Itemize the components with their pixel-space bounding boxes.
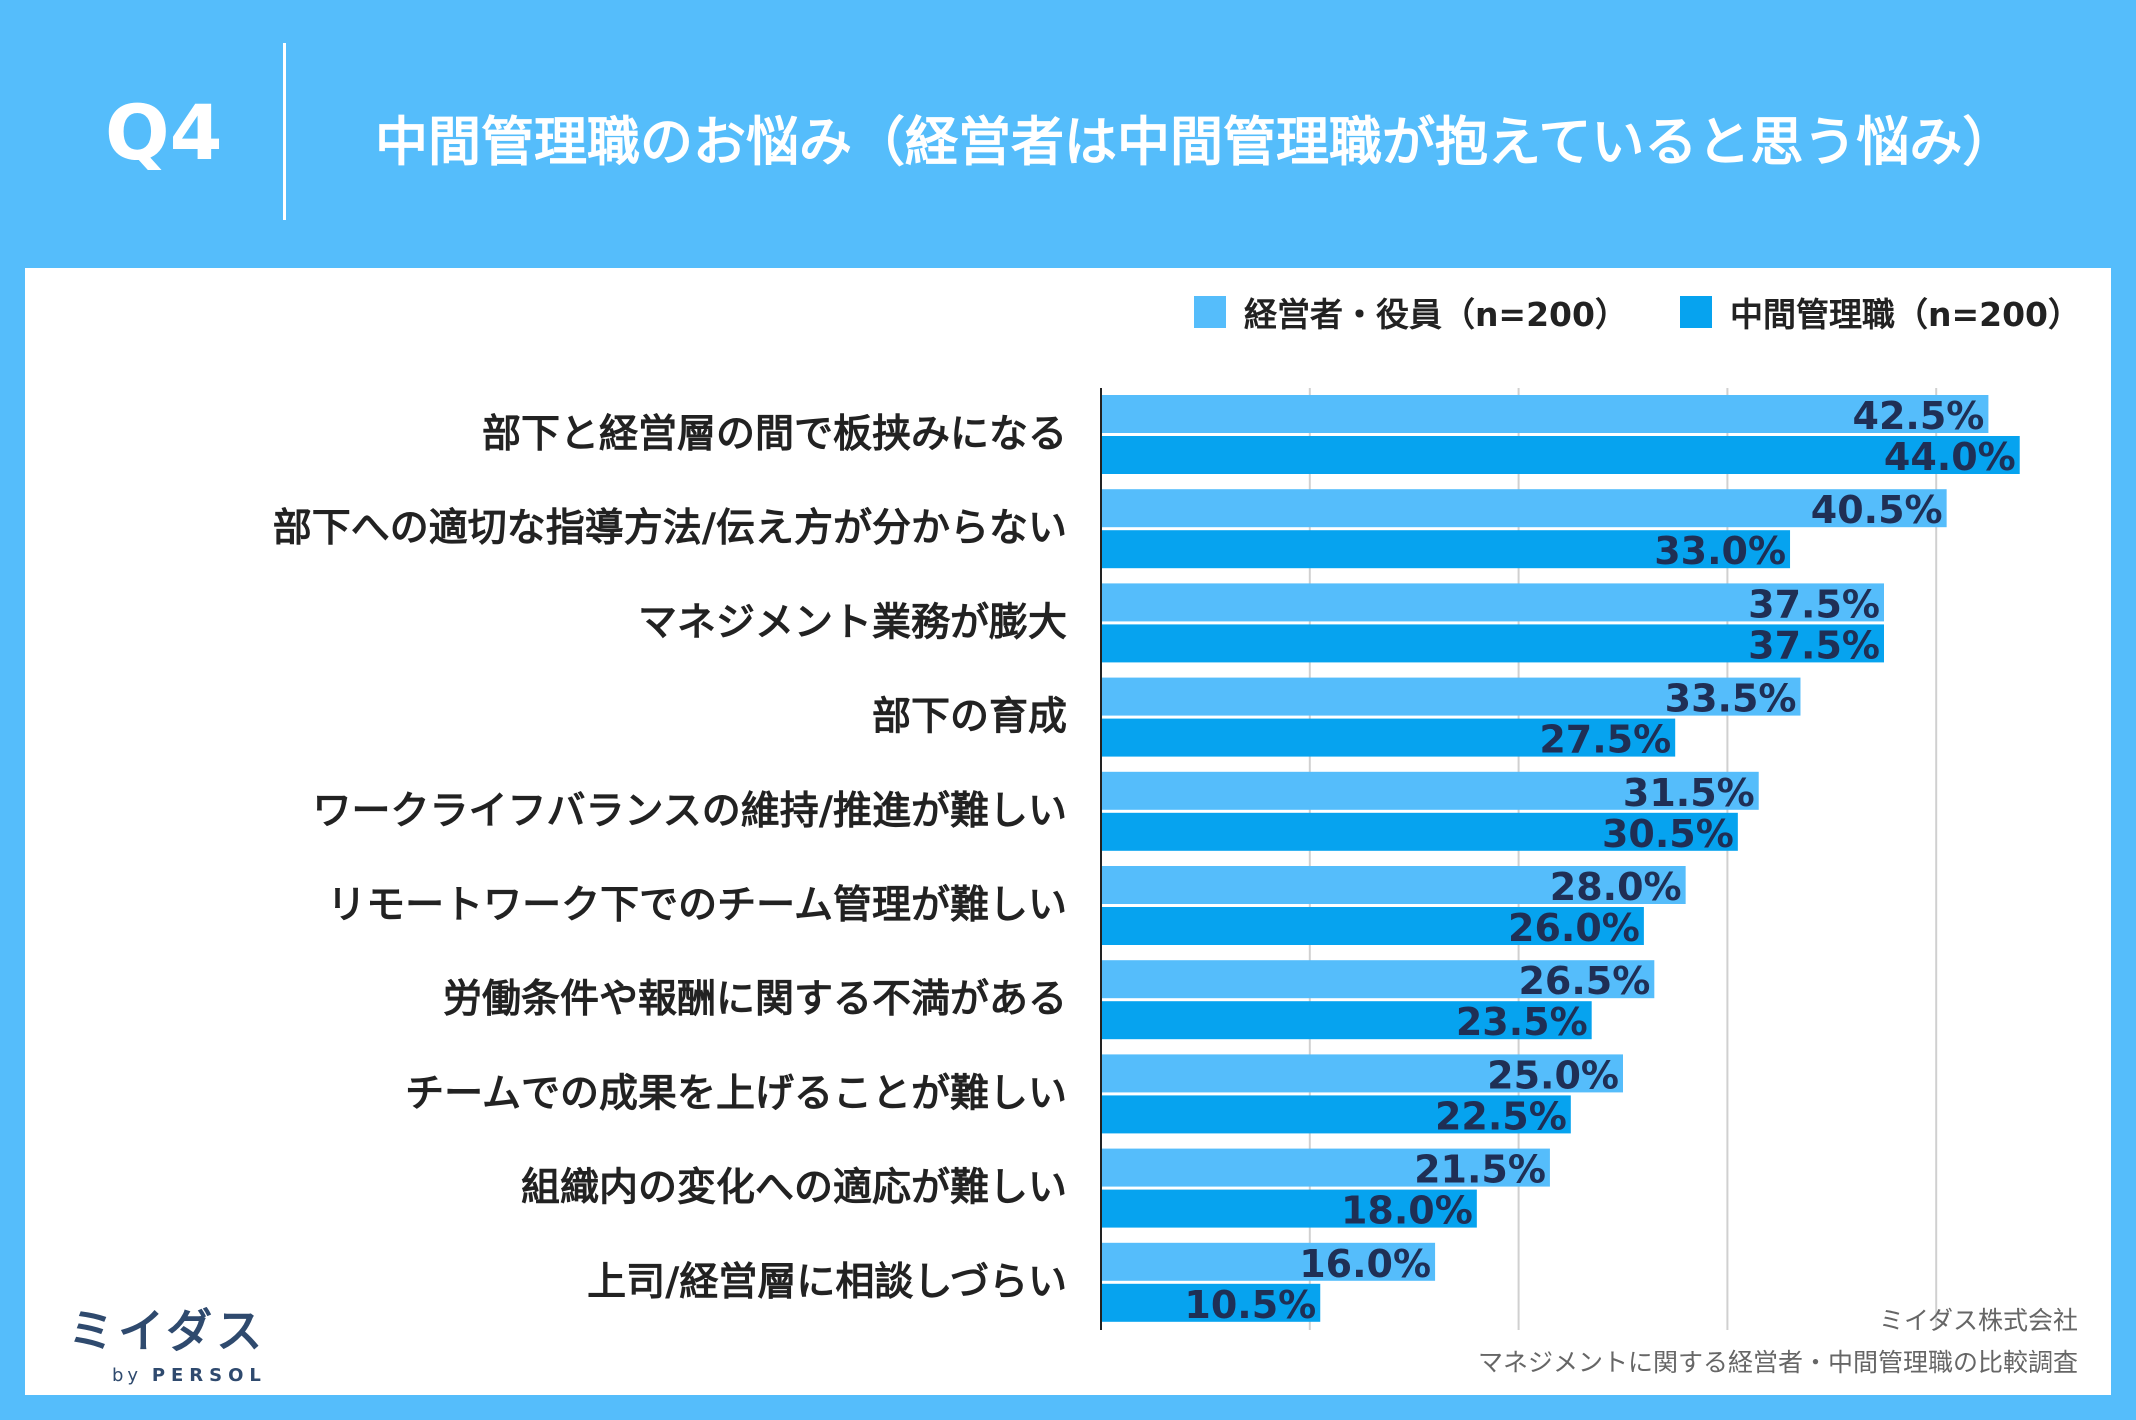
data-label: 21.5% xyxy=(1414,1148,1546,1192)
bar-middle-managers xyxy=(1101,812,1738,851)
question-number: Q4 xyxy=(105,88,223,177)
bar-executives xyxy=(1101,771,1759,810)
bar-executives xyxy=(1101,960,1655,999)
category-label: マネジメント業務が膨大 xyxy=(638,600,1067,645)
bar-executives xyxy=(1101,1242,1436,1281)
bar-middle-managers xyxy=(1101,1001,1592,1040)
legend-label-middle-managers: 中間管理職（n=200） xyxy=(1729,295,2081,334)
data-label: 44.0% xyxy=(1884,435,2016,479)
bar-executives xyxy=(1101,1148,1550,1187)
legend-swatch-executives xyxy=(1193,296,1226,328)
bar-executives xyxy=(1101,583,1884,622)
legend-label-executives: 経営者・役員（n=200） xyxy=(1243,295,1628,334)
data-label: 16.0% xyxy=(1299,1242,1431,1286)
bar-executives xyxy=(1101,489,1947,528)
bar-executives xyxy=(1101,395,1989,433)
category-label: ワークライフバランスの維持/推進が難しい xyxy=(313,789,1067,834)
bar-middle-managers xyxy=(1101,436,2020,474)
data-label: 27.5% xyxy=(1539,718,1671,762)
bar-middle-managers xyxy=(1101,907,1644,945)
category-label: 組織内の変化への適応が難しい xyxy=(521,1166,1067,1211)
data-label: 37.5% xyxy=(1748,582,1880,626)
data-label: 23.5% xyxy=(1456,1000,1588,1044)
miidas-logo: ミイダス by PERSOL xyxy=(68,1295,267,1386)
logo-byline: by PERSOL xyxy=(112,1365,267,1386)
bar-middle-managers xyxy=(1101,1095,1571,1134)
category-label: リモートワーク下でのチーム管理が難しい xyxy=(327,883,1067,928)
bar-middle-managers xyxy=(1101,718,1676,757)
legend: 経営者・役員（n=200） 中間管理職（n=200） xyxy=(1158,288,2081,336)
bar-executives xyxy=(1101,1054,1623,1093)
header-divider xyxy=(283,43,286,220)
category-label: 労働条件や報酬に関する不満がある xyxy=(443,977,1067,1022)
category-label: チームでの成果を上げることが難しい xyxy=(405,1071,1067,1116)
bar-executives xyxy=(1101,677,1801,716)
category-label: 部下の育成 xyxy=(872,695,1067,740)
logo-brand: PERSOL xyxy=(151,1365,267,1386)
data-label: 42.5% xyxy=(1853,394,1985,438)
source-note: ミイダス株式会社 マネジメントに関する経営者・中間管理職の比較調査 xyxy=(1478,1300,2078,1384)
chart-title: 中間管理職のお悩み（経営者は中間管理職が抱えていると思う悩み） xyxy=(375,112,2016,173)
category-label: 上司/経営層に相談しづらい xyxy=(587,1260,1067,1305)
data-label: 10.5% xyxy=(1184,1283,1316,1327)
bar-middle-managers xyxy=(1101,1189,1477,1228)
data-label: 25.0% xyxy=(1487,1053,1619,1097)
data-label: 22.5% xyxy=(1435,1094,1567,1138)
data-label: 28.0% xyxy=(1550,865,1682,909)
logo-wordmark: ミイダス xyxy=(68,1304,267,1358)
header: Q4 中間管理職のお悩み（経営者は中間管理職が抱えていると思う悩み） xyxy=(0,0,2136,265)
bar-middle-managers xyxy=(1101,624,1884,663)
legend-swatch-middle-managers xyxy=(1679,296,1712,328)
bar-middle-managers xyxy=(1101,1283,1321,1322)
bar-executives xyxy=(1101,866,1686,904)
category-label: 部下への適切な指導方法/伝え方が分からない xyxy=(273,506,1067,551)
data-label: 26.5% xyxy=(1518,959,1650,1003)
logo-by: by xyxy=(112,1365,143,1386)
data-label: 18.0% xyxy=(1341,1189,1473,1233)
bar-middle-managers xyxy=(1101,530,1791,569)
source-company: ミイダス株式会社 xyxy=(1878,1306,2078,1335)
data-label: 37.5% xyxy=(1748,623,1880,667)
source-survey: マネジメントに関する経営者・中間管理職の比較調査 xyxy=(1477,1348,2078,1377)
legend-item-middle-managers: 中間管理職（n=200） xyxy=(1679,288,2081,336)
data-label: 33.5% xyxy=(1665,677,1797,721)
data-label: 31.5% xyxy=(1623,771,1755,815)
data-label: 30.5% xyxy=(1602,812,1734,856)
data-label: 40.5% xyxy=(1811,488,1943,532)
category-label: 部下と経営層の間で板挟みになる xyxy=(482,412,1067,457)
data-label: 26.0% xyxy=(1508,906,1640,950)
legend-item-executives: 経営者・役員（n=200） xyxy=(1193,288,1628,336)
data-label: 33.0% xyxy=(1654,529,1786,573)
